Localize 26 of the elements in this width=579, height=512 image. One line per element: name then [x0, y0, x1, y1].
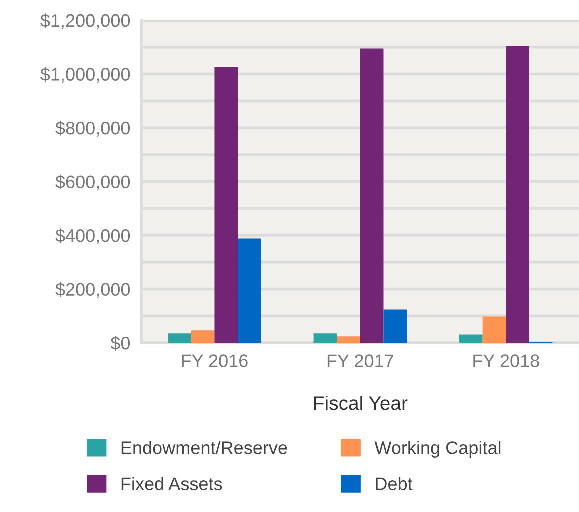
- bar: [168, 334, 192, 344]
- bar: [506, 46, 530, 344]
- y-tick-label: $600,000: [56, 174, 130, 191]
- y-tick-label: $800,000: [56, 121, 130, 137]
- bar: [191, 330, 215, 344]
- bar: [238, 238, 262, 344]
- legend-label: Endowment/Reserve: [122, 441, 288, 454]
- bar: [460, 334, 483, 344]
- legend-label: Working Capital: [374, 441, 501, 458]
- x-tick-label: FY 2016: [182, 354, 248, 368]
- bar: [384, 310, 408, 344]
- bar: [482, 316, 506, 344]
- legend-label: Debt: [376, 477, 413, 490]
- legend-label: Fixed Assets: [122, 477, 222, 490]
- bar: [214, 68, 238, 344]
- x-tick-label: FY 2017: [328, 354, 394, 368]
- x-tick-label: FY 2018: [474, 354, 540, 368]
- y-tick-label: $1,000,000: [40, 67, 130, 84]
- y-tick-label: $0: [110, 336, 130, 351]
- y-tick-label: $400,000: [56, 228, 130, 244]
- bar: [360, 48, 384, 344]
- y-tick-label: $1,200,000: [40, 14, 130, 30]
- y-tick-label: $200,000: [56, 282, 130, 298]
- bar: [337, 336, 360, 344]
- bar: [314, 334, 338, 344]
- x-axis-title: Fiscal Year: [314, 396, 408, 410]
